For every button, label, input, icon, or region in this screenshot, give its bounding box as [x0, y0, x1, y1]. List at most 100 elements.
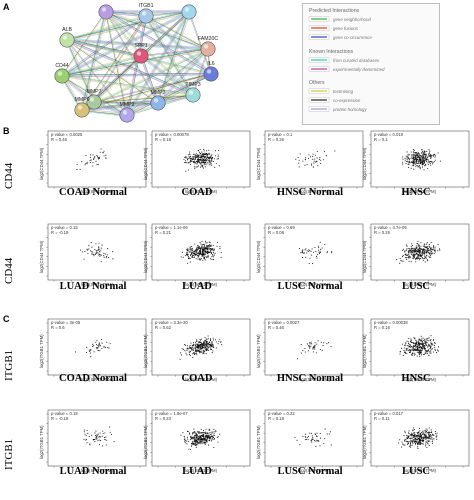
network-edge: [81, 47, 208, 110]
scatter-point: [314, 342, 316, 344]
scatter-point: [412, 162, 414, 164]
scatter-point: [192, 251, 194, 253]
scatter-point: [420, 159, 422, 161]
scatter-point: [421, 338, 423, 340]
scatter-point: [407, 155, 409, 157]
scatter-point: [302, 256, 304, 259]
network-edge: [61, 55, 142, 77]
scatter-point: [309, 347, 311, 349]
scatter-point: [414, 443, 417, 445]
scatter-point: [193, 250, 195, 252]
scatter-point: [419, 161, 421, 163]
network-edge: [81, 110, 127, 116]
scatter-point: [184, 350, 186, 352]
correlation-stats: p-value = 0.0027 R = 0.46: [268, 320, 299, 330]
scatter-point: [424, 254, 426, 256]
scatter-point: [212, 436, 215, 438]
scatter-point: [94, 157, 96, 159]
scatter-point: [191, 445, 193, 447]
scatter-point: [206, 342, 208, 344]
scatter-point: [201, 164, 203, 166]
plot-caption: HNSC: [401, 373, 431, 384]
network-edge: [106, 11, 194, 95]
network-edge: [66, 40, 208, 50]
scatter-point: [197, 160, 199, 162]
scatter-point: [206, 248, 208, 250]
scatter-point: [426, 441, 428, 443]
scatter-point: [307, 435, 309, 437]
scatter-point: [422, 343, 424, 345]
scatter-point: [96, 163, 98, 166]
stat-line: R = -0.19: [51, 230, 69, 235]
scatter-point: [419, 250, 421, 253]
scatter-point: [406, 158, 408, 160]
scatter-point: [97, 350, 99, 352]
scatter-point: [402, 256, 404, 258]
legend-item: protein homology: [333, 107, 367, 112]
scatter-point: [180, 256, 182, 258]
scatter-point: [417, 342, 419, 344]
scatter-point: [196, 339, 198, 341]
scatter-point: [411, 440, 413, 442]
scatter-point: [183, 439, 186, 441]
scatter-point: [192, 349, 194, 351]
scatter-point: [93, 255, 95, 257]
scatter-point: [430, 432, 433, 434]
scatter-point: [101, 347, 103, 349]
scatter-point: [186, 348, 188, 350]
scatter-point: [103, 255, 105, 257]
scatter-point: [76, 164, 78, 166]
scatter-point: [207, 245, 209, 247]
scatter-point: [413, 431, 415, 434]
scatter-point: [214, 166, 216, 168]
scatter-point: [213, 446, 215, 449]
scatter-point: [206, 158, 208, 160]
scatter-point: [423, 169, 425, 171]
scatter-point: [212, 244, 214, 247]
scatter-point: [431, 442, 434, 444]
scatter-point: [419, 438, 421, 440]
scatter-point: [202, 160, 205, 162]
scatter-point: [424, 151, 426, 153]
network-edge: [106, 11, 209, 49]
scatter-point: [429, 437, 431, 439]
node-highlight: [184, 7, 190, 12]
scatter-point: [107, 247, 109, 250]
scatter-point: [409, 248, 411, 250]
scatter-point: [207, 349, 209, 352]
scatter-point: [422, 152, 424, 154]
correlation-stats: p-value = 3.3e-20 R = 0.52: [155, 320, 188, 330]
scatter-point: [430, 346, 432, 348]
scatter-point: [205, 163, 207, 165]
scatter-point: [94, 441, 96, 443]
scatter-point: [410, 434, 412, 436]
network-node-mmp9: MMP9: [74, 97, 90, 118]
scatter-point: [419, 168, 421, 170]
scatter-point: [416, 435, 418, 437]
scatter-point: [420, 431, 422, 434]
scatter-svg: [369, 223, 470, 282]
scatter-point: [189, 153, 191, 155]
scatter-point: [411, 155, 413, 157]
scatter-point: [406, 345, 408, 347]
scatter-point: [91, 434, 93, 436]
scatter-point: [424, 348, 426, 350]
scatter-point: [331, 251, 333, 253]
scatter-point: [407, 160, 409, 162]
scatter-point: [428, 435, 430, 438]
scatter-point: [209, 436, 211, 438]
scatter-point: [430, 242, 432, 244]
scatter-point: [424, 256, 427, 258]
scatter-point: [196, 162, 198, 164]
scatter-point: [211, 352, 213, 354]
scatter-point: [399, 350, 401, 352]
scatter-point: [212, 346, 214, 348]
scatter-point: [89, 156, 91, 159]
scatter-point: [101, 244, 103, 246]
scatter-point: [417, 348, 419, 351]
scatter-point: [410, 249, 412, 251]
scatter-point: [414, 348, 416, 350]
scatter-point: [196, 439, 198, 441]
scatter-point: [410, 261, 412, 263]
scatter-point: [192, 249, 194, 251]
